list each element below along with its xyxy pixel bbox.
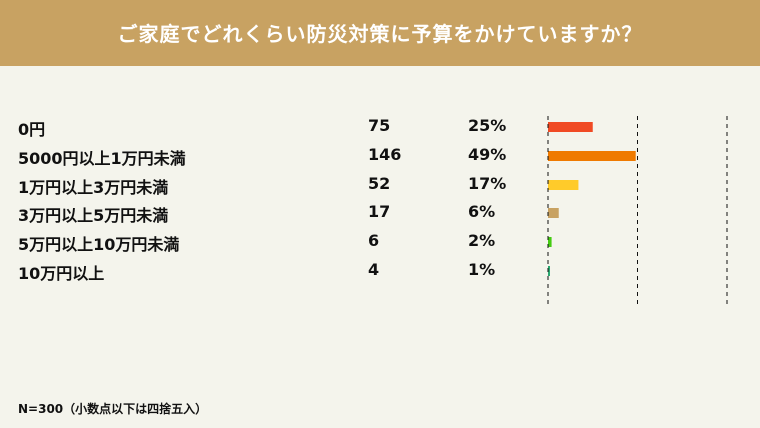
bar [548,237,552,247]
bar [548,266,550,276]
percent-label: 2% [468,231,496,250]
category-label: 3万円以上5万円未満 [18,206,169,225]
sample-note: N=300（小数点以下は四捨五入） [18,402,208,416]
category-label: 1万円以上3万円未満 [18,178,169,197]
percent-label: 25% [468,116,507,135]
percent-label: 1% [468,260,496,279]
category-label: 5000円以上1万円未満 [18,149,186,168]
count-label: 17 [368,202,391,221]
percent-label: 17% [468,174,507,193]
bar [548,180,579,190]
count-label: 146 [368,145,402,164]
count-label: 6 [368,231,380,250]
bar [548,208,559,218]
percent-label: 6% [468,202,496,221]
category-label: 5万円以上10万円未満 [18,235,180,254]
percent-label: 49% [468,145,507,164]
count-label: 75 [368,116,391,135]
chart-title: ご家庭でどれくらい防災対策に予算をかけていますか？ [117,22,643,46]
category-label: 0円 [18,120,46,139]
count-label: 4 [368,260,380,279]
title-banner: ご家庭でどれくらい防災対策に予算をかけていますか？ [0,0,760,66]
bar [548,122,593,132]
count-label: 52 [368,174,391,193]
bar [548,151,636,161]
category-label: 10万円以上 [18,264,105,283]
